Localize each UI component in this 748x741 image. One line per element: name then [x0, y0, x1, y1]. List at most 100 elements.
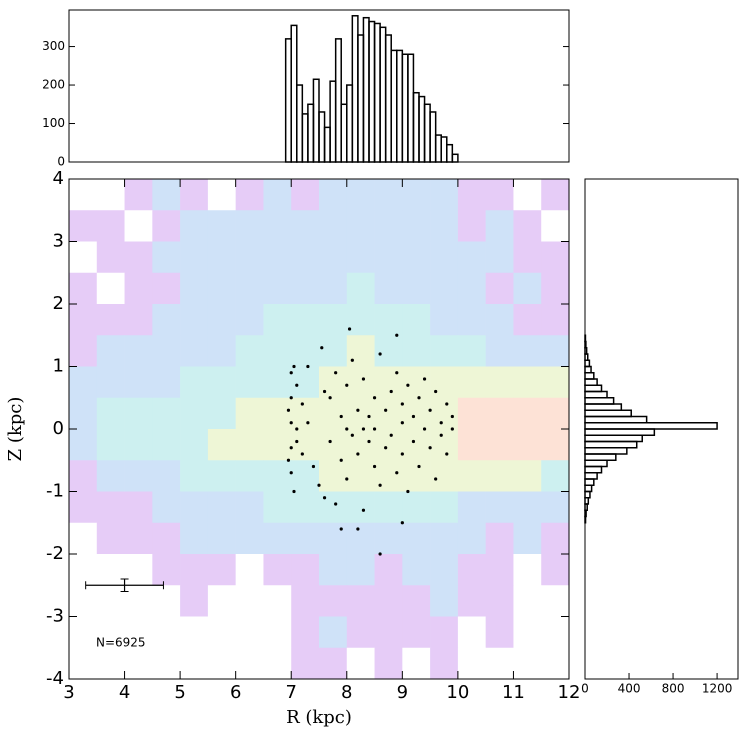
hist-bar [396, 49, 404, 163]
hist-bar [584, 397, 615, 405]
density-cell [96, 647, 125, 680]
density-cell [374, 179, 403, 211]
density-cell [430, 554, 459, 586]
density-cell [180, 522, 209, 555]
density-cell [207, 366, 236, 399]
density-cell [457, 210, 486, 242]
density-cell [263, 585, 292, 617]
axes-frame [68, 178, 570, 680]
x-tick-label: 12 [558, 682, 581, 703]
density-cell [541, 429, 570, 461]
density-cell [541, 554, 570, 586]
hist-bar [296, 84, 304, 163]
scatter-point [345, 383, 349, 387]
density-cell [430, 460, 459, 492]
scatter-point [289, 371, 293, 375]
density-cell [152, 522, 181, 555]
density-cell [96, 335, 125, 367]
density-cell [485, 554, 514, 586]
hist-bar [351, 15, 359, 163]
scatter-point [400, 452, 404, 456]
hist-bar [584, 365, 592, 374]
density-cell [291, 429, 320, 461]
density-cell [96, 522, 125, 555]
scatter-point [395, 333, 399, 337]
scatter-point [406, 489, 410, 494]
scatter-point [411, 439, 416, 444]
density-cell [96, 304, 125, 336]
x-tick-label: 800 [662, 682, 685, 696]
density-cell [402, 554, 431, 586]
density-cell [319, 554, 348, 586]
density-cell [291, 616, 320, 649]
x-tick-label: 400 [618, 682, 641, 696]
density-cell [235, 429, 264, 461]
scatter-point [306, 421, 310, 425]
hist-bar [584, 447, 628, 455]
density-cell [69, 585, 98, 617]
scatter-point [417, 464, 421, 469]
x-tick-label: 6 [230, 682, 241, 703]
hist-bar [312, 78, 320, 163]
density-cell [541, 335, 570, 367]
density-cell [513, 522, 542, 555]
hist-bar [584, 428, 656, 436]
density-cell [319, 241, 348, 274]
density-cell [430, 304, 459, 336]
density-cell [513, 429, 542, 461]
density-cell [96, 554, 125, 586]
density-cell [513, 272, 542, 305]
density-cell [457, 460, 486, 492]
density-cell [457, 616, 486, 649]
y-tick-label: -4 [46, 668, 64, 689]
density-cell [346, 366, 375, 399]
density-cell [513, 335, 542, 367]
scatter-point [334, 371, 338, 375]
hist-bar [423, 103, 431, 163]
density-cell [541, 460, 570, 492]
scatter-point [311, 464, 316, 469]
density-cell [69, 397, 98, 430]
density-cell [457, 304, 486, 336]
hist-bar [584, 422, 718, 430]
hist-bar [373, 22, 381, 163]
scatter-point [428, 408, 432, 412]
density-cell [485, 335, 514, 367]
density-cell [180, 241, 209, 274]
density-cell [152, 272, 181, 305]
density-cell [69, 179, 98, 211]
scatter-point [286, 408, 291, 412]
density-cell [152, 585, 181, 617]
density-cell [541, 210, 570, 242]
density-cell [402, 460, 431, 492]
density-cell [235, 460, 264, 492]
hist-bar [584, 434, 643, 443]
density-cell [430, 397, 459, 430]
y-axis-label: Z (kpc) [5, 397, 26, 462]
density-cell [402, 491, 431, 524]
density-cell [124, 647, 153, 680]
density-cell [485, 460, 514, 492]
density-cell [374, 241, 403, 274]
density-cell [541, 647, 570, 680]
density-cell [319, 616, 348, 649]
hist-bar [368, 20, 376, 163]
density-cell [402, 397, 431, 430]
density-cell [207, 554, 236, 586]
x-tick-label: 3 [63, 682, 74, 703]
density-cell [263, 210, 292, 242]
density-cell [346, 491, 375, 524]
scatter-point [339, 414, 343, 419]
density-cell [235, 241, 264, 274]
hist-bar [429, 111, 437, 163]
x-tick-label: 8 [341, 682, 352, 703]
hist-bar [584, 440, 638, 449]
density-cell [374, 210, 403, 242]
density-cell [319, 210, 348, 242]
density-cell [291, 522, 320, 555]
density-cell [541, 616, 570, 649]
hist-bar [384, 34, 392, 163]
density-cell [96, 210, 125, 242]
scatter-point [320, 346, 324, 350]
density-cell [96, 616, 125, 649]
